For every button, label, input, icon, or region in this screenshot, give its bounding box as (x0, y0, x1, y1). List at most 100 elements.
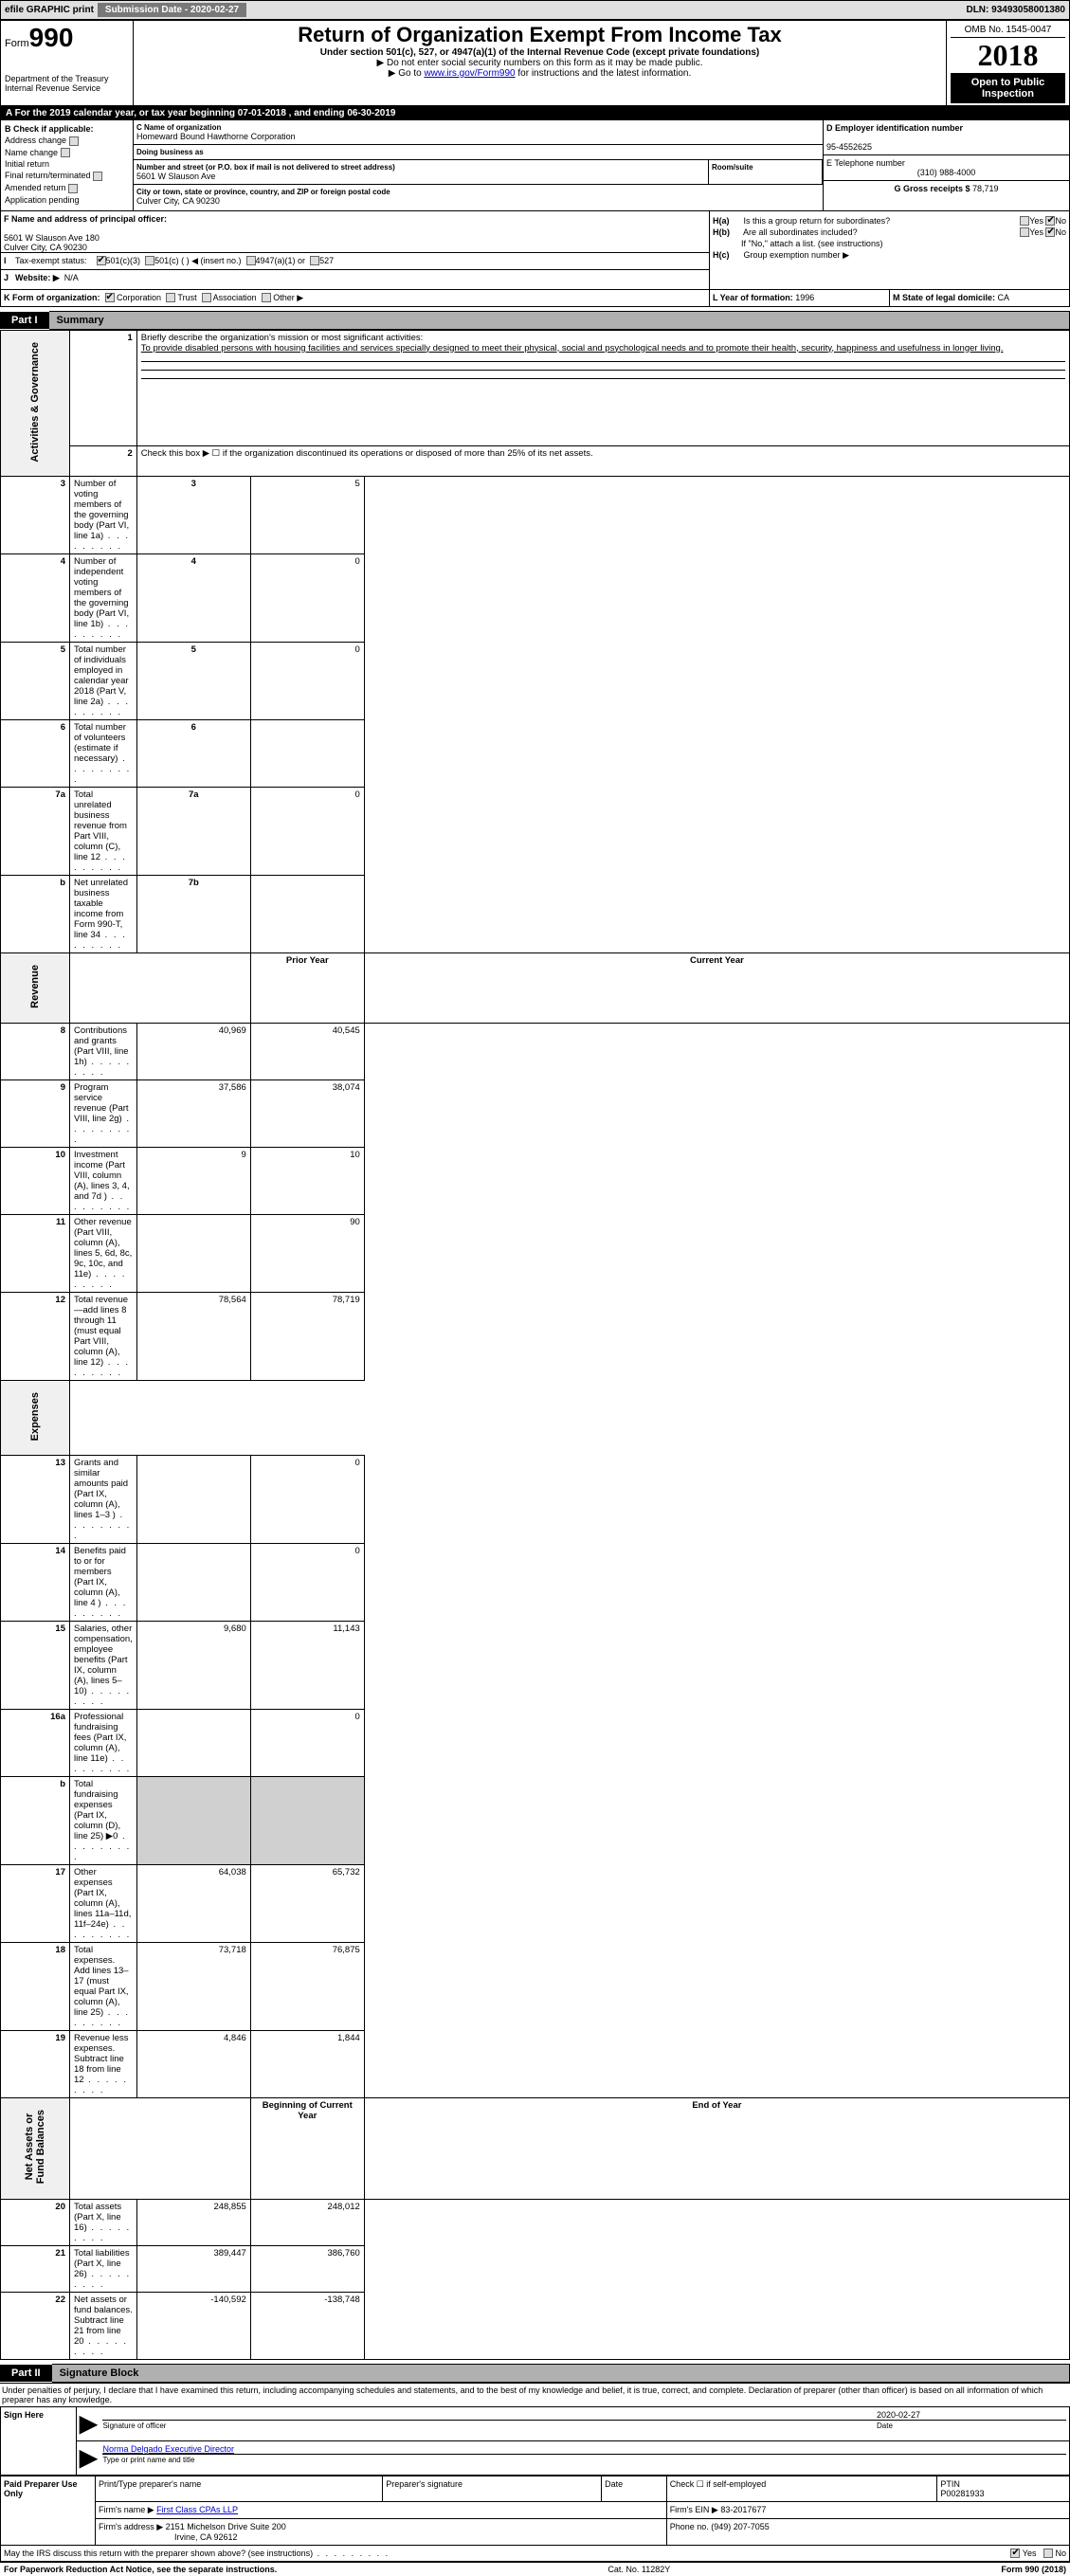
row-num: 15 (1, 1622, 70, 1710)
k-trust-check[interactable] (166, 293, 175, 302)
current-val: 386,760 (250, 2245, 364, 2292)
b-final-return[interactable]: Final return/terminated (5, 171, 129, 181)
i-4947-check[interactable] (246, 256, 256, 265)
k-corp-check[interactable] (105, 293, 115, 302)
discuss-yes-check[interactable] (1010, 2549, 1020, 2558)
row-val (250, 720, 364, 788)
hb-label: H(b) (713, 227, 741, 237)
current-val: 40,545 (250, 1023, 364, 1079)
prior-val (136, 1777, 250, 1865)
q1-mission: To provide disabled persons with housing… (141, 343, 1004, 354)
discuss-no-check[interactable] (1043, 2549, 1053, 2558)
row-desc: Total number of volunteers (estimate if … (70, 720, 137, 788)
g-receipts: 78,719 (972, 184, 999, 193)
firm-phone-label: Phone no. (670, 2522, 709, 2531)
row-desc: Total number of individuals employed in … (70, 643, 137, 720)
ptin-value: P00281933 (940, 2489, 984, 2498)
col-current: Current Year (364, 953, 1069, 1024)
k-corp: Corporation (117, 293, 161, 302)
k-other: Other ▶ (273, 293, 303, 302)
part2-tab: Part II (0, 2365, 52, 2382)
top-status-bar: efile GRAPHIC print Submission Date - 20… (0, 0, 1070, 20)
row-desc: Contributions and grants (Part VIII, lin… (70, 1023, 137, 1079)
prior-val: 9,680 (136, 1622, 250, 1710)
c-street-label: Number and street (or P.O. box if mail i… (136, 163, 705, 172)
b-name-change[interactable]: Name change (5, 148, 129, 158)
row-val: 0 (250, 554, 364, 643)
arrow-icon: ▶ (80, 2411, 97, 2437)
subtitle-2: ▶ Do not enter social security numbers o… (137, 58, 942, 68)
hb-no-check[interactable] (1045, 227, 1055, 237)
prior-val: 248,855 (136, 2199, 250, 2245)
row-desc: Program service revenue (Part VIII, line… (70, 1079, 137, 1147)
penalties-text: Under penalties of perjury, I declare th… (0, 2383, 1070, 2406)
k-label: K Form of organization: (4, 293, 100, 302)
row-desc: Revenue less expenses. Subtract line 18 … (70, 2031, 137, 2098)
form-990-big: 990 (29, 23, 74, 52)
prior-val: 73,718 (136, 1943, 250, 2031)
row-desc: Total unrelated business revenue from Pa… (70, 788, 137, 876)
g-label: G Gross receipts $ (894, 184, 970, 193)
preparer-sig-head: Preparer's signature (383, 2476, 602, 2501)
part1-header: Part I Summary (0, 311, 1070, 330)
q1-num: 1 (70, 330, 137, 446)
k-assoc: Association (213, 293, 257, 302)
prior-val: 64,038 (136, 1865, 250, 1943)
current-val: 90 (250, 1214, 364, 1292)
i-501c3: 501(c)(3) (106, 256, 141, 266)
f-addr2: Culver City, CA 90230 (4, 243, 706, 252)
firm-addr1: 2151 Michelson Drive Suite 200 (166, 2522, 286, 2531)
hb-note: If "No," attach a list. (see instruction… (713, 239, 1066, 248)
m-state: CA (998, 293, 1010, 302)
row-box: 4 (136, 554, 250, 643)
i-501c-check[interactable] (145, 256, 154, 265)
current-val (250, 1777, 364, 1865)
dln-label: DLN: 93493058001380 (966, 5, 1065, 15)
b-initial-return[interactable]: Initial return (5, 159, 129, 169)
hb-yes-check[interactable] (1020, 227, 1029, 237)
row-num: 13 (1, 1456, 70, 1544)
firm-addr-label: Firm's address ▶ (99, 2522, 163, 2531)
prior-val: 78,564 (136, 1292, 250, 1380)
row-num: 9 (1, 1079, 70, 1147)
row-desc: Net assets or fund balances. Subtract li… (70, 2292, 137, 2359)
preparer-date-head: Date (602, 2476, 667, 2501)
discuss-text: May the IRS discuss this return with the… (4, 2549, 390, 2558)
irs-link[interactable]: www.irs.gov/Form990 (424, 68, 515, 79)
subtitle-1: Under section 501(c), 527, or 4947(a)(1)… (137, 47, 942, 58)
i-527-check[interactable] (310, 256, 319, 265)
k-other-check[interactable] (262, 293, 271, 302)
firm-name[interactable]: First Class CPAs LLP (156, 2505, 238, 2514)
row-val (250, 876, 364, 953)
k-trust: Trust (177, 293, 196, 302)
self-employed-check[interactable]: Check ☐ if self-employed (666, 2476, 937, 2501)
row-num: 19 (1, 2031, 70, 2098)
row-desc: Investment income (Part VIII, column (A)… (70, 1147, 137, 1214)
j-label: Website: ▶ (15, 273, 60, 283)
row-num: 10 (1, 1147, 70, 1214)
b-pending[interactable]: Application pending (5, 195, 129, 205)
sub3-post: for instructions and the latest informat… (516, 68, 692, 79)
c-name-label: C Name of organization (136, 123, 820, 132)
vert-revenue: Revenue (27, 955, 43, 1018)
sig-date: 2020-02-27 (877, 2410, 1066, 2420)
ha-no-check[interactable] (1045, 216, 1055, 226)
row-box: 6 (136, 720, 250, 788)
b-amended[interactable]: Amended return (5, 183, 129, 193)
sig-date-label: Date (877, 2420, 1066, 2430)
current-val: 0 (250, 1710, 364, 1777)
efile-label: efile GRAPHIC print (5, 5, 94, 15)
row-num: 20 (1, 2199, 70, 2245)
ha-text: Is this a group return for subordinates? (744, 216, 891, 226)
officer-name[interactable]: Norma Delgado Executive Director (102, 2444, 1066, 2454)
row-num: 22 (1, 2292, 70, 2359)
i-501c3-check[interactable] (97, 256, 106, 265)
row-desc: Total liabilities (Part X, line 26) (70, 2245, 137, 2292)
row-desc: Grants and similar amounts paid (Part IX… (70, 1456, 137, 1544)
current-val: 65,732 (250, 1865, 364, 1943)
i-501c: 501(c) ( ) ◀ (insert no.) (154, 256, 241, 266)
k-assoc-check[interactable] (202, 293, 211, 302)
ha-yes-check[interactable] (1020, 216, 1029, 226)
prior-val: -140,592 (136, 2292, 250, 2359)
b-address-change[interactable]: Address change (5, 136, 129, 146)
